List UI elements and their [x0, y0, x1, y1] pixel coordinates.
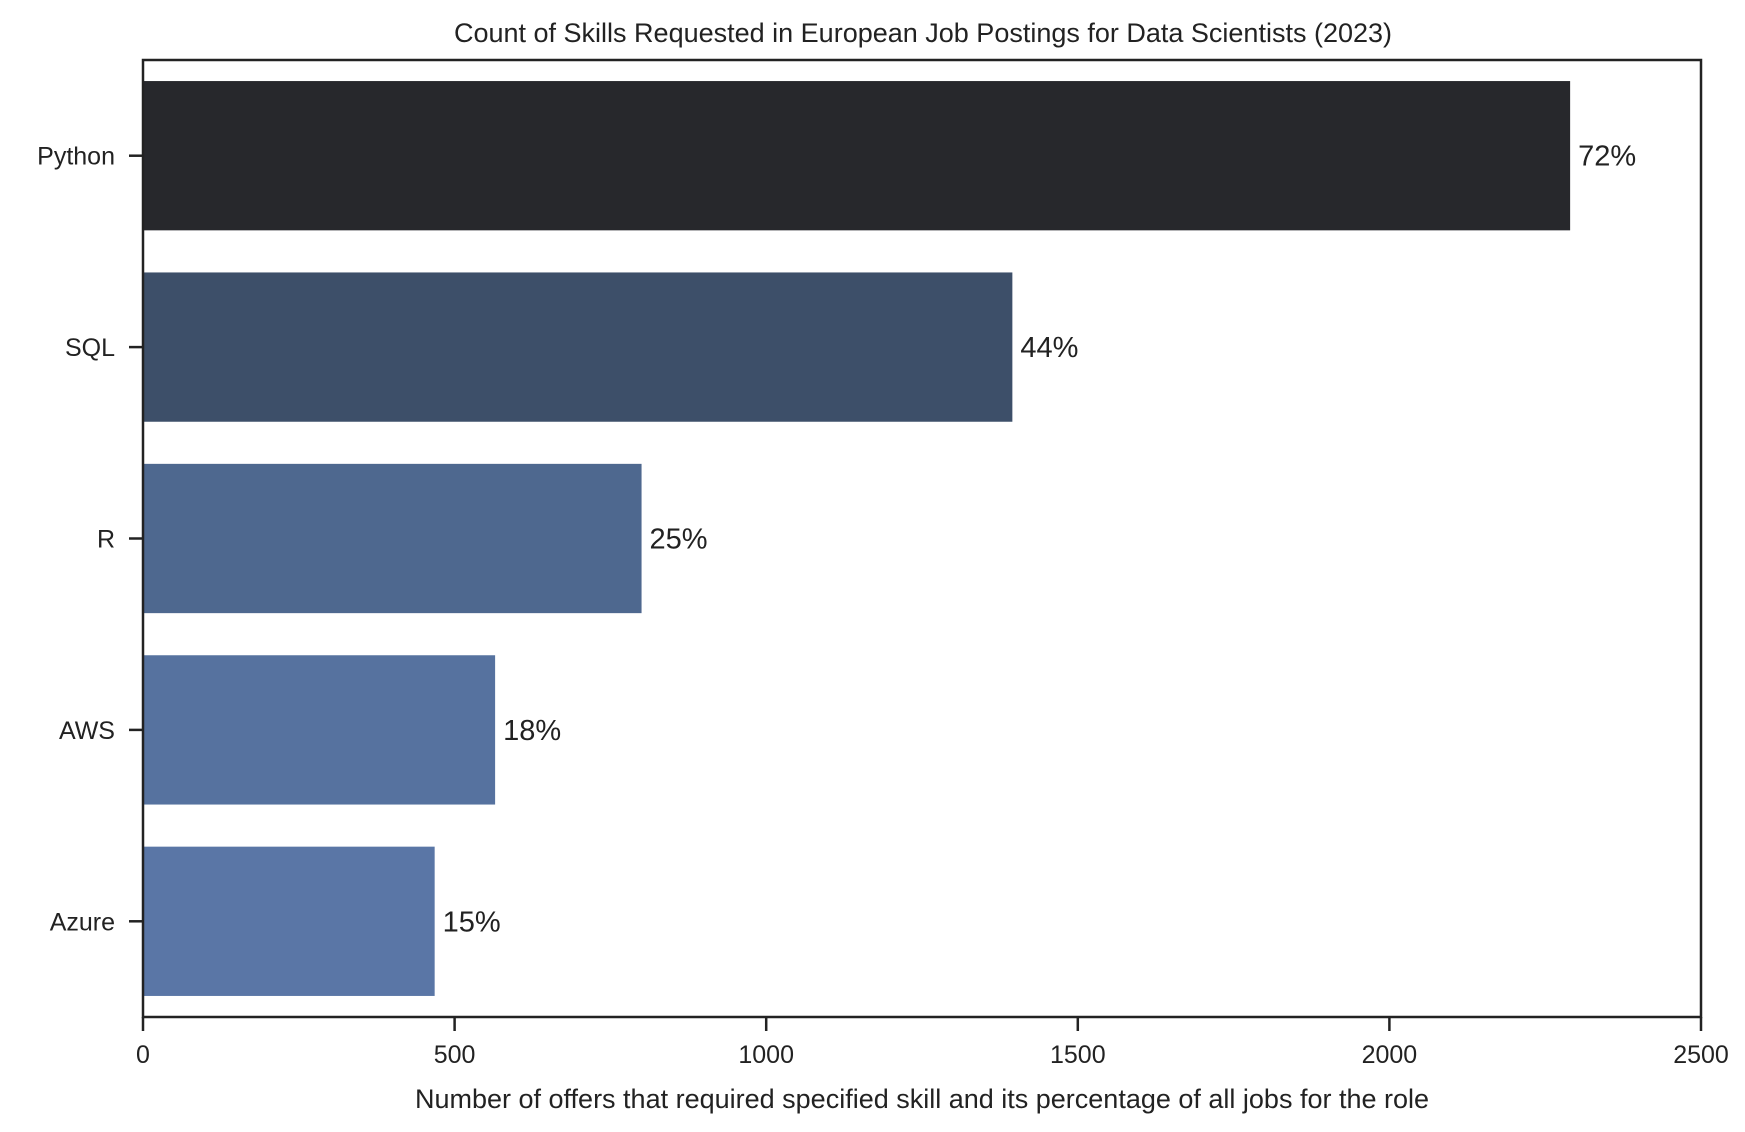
data-label-azure: 15% [443, 906, 501, 938]
bar-python [143, 81, 1571, 231]
x-tick-label-0: 0 [136, 1041, 150, 1069]
chart-title: Count of Skills Requested in European Jo… [454, 18, 1392, 48]
x-tick-label-500: 500 [434, 1041, 476, 1069]
y-tick-label-azure: Azure [50, 908, 115, 936]
bar-azure [143, 846, 435, 996]
data-label-r: 25% [650, 524, 708, 556]
y-tick-label-python: Python [37, 143, 115, 171]
x-tick-label-2500: 2500 [1673, 1041, 1729, 1069]
x-axis-label: Number of offers that required specified… [415, 1084, 1429, 1114]
x-axis-ticks: 0 500 1000 1500 2000 2500 [136, 1017, 1729, 1069]
data-label-python: 72% [1578, 141, 1636, 173]
data-label-sql: 44% [1020, 332, 1078, 364]
y-tick-labels: Python SQL R AWS Azure [37, 143, 143, 936]
y-tick-label-sql: SQL [65, 334, 115, 362]
bars-group [143, 81, 1571, 996]
bar-aws [143, 655, 496, 805]
plot-frame [141, 58, 1703, 1019]
y-tick-label-r: R [97, 526, 115, 554]
bar-r [143, 463, 642, 614]
data-label-aws: 18% [503, 715, 561, 747]
bar-sql [143, 272, 1013, 422]
x-tick-label-1000: 1000 [738, 1041, 794, 1069]
data-labels: 72% 44% 25% 18% 15% [443, 141, 1637, 939]
x-tick-label-1500: 1500 [1050, 1041, 1106, 1069]
x-tick-label-2000: 2000 [1362, 1041, 1418, 1069]
y-tick-label-aws: AWS [59, 717, 115, 745]
